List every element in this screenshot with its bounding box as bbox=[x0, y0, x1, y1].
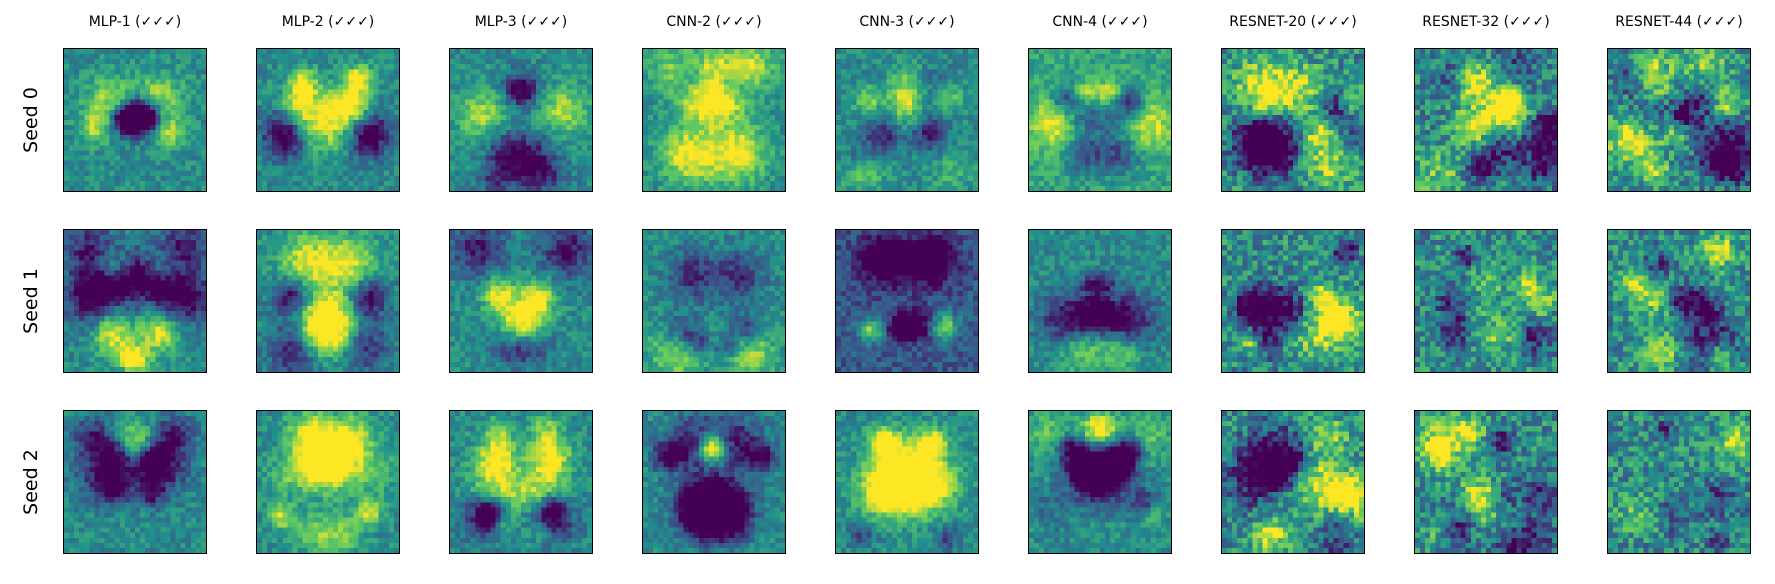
heatmap-panel-mlp-2-seed-1 bbox=[256, 229, 400, 373]
heatmap-image bbox=[1608, 411, 1750, 553]
heatmap-image bbox=[1415, 49, 1557, 191]
heatmap-panel-cnn-3-seed-0 bbox=[835, 48, 979, 192]
heatmap-panel-cnn-4-seed-0 bbox=[1028, 48, 1172, 192]
heatmap-image bbox=[1222, 411, 1364, 553]
column-title-cnn-4: CNN-4 (✓✓✓) bbox=[1000, 14, 1200, 30]
heatmap-image bbox=[643, 49, 785, 191]
column-title-resnet-32: RESNET-32 (✓✓✓) bbox=[1386, 14, 1586, 30]
heatmap-image bbox=[257, 411, 399, 553]
heatmap-image bbox=[64, 411, 206, 553]
heatmap-panel-cnn-3-seed-2 bbox=[835, 410, 979, 554]
column-title-cnn-3: CNN-3 (✓✓✓) bbox=[807, 14, 1007, 30]
heatmap-panel-cnn-4-seed-1 bbox=[1028, 229, 1172, 373]
heatmap-image bbox=[1029, 230, 1171, 372]
heatmap-panel-cnn-4-seed-2 bbox=[1028, 410, 1172, 554]
column-title-mlp-3: MLP-3 (✓✓✓) bbox=[421, 14, 621, 30]
heatmap-image bbox=[1222, 49, 1364, 191]
heatmap-panel-mlp-3-seed-1 bbox=[449, 229, 593, 373]
heatmap-image bbox=[1029, 411, 1171, 553]
heatmap-image bbox=[836, 49, 978, 191]
heatmap-image bbox=[1415, 230, 1557, 372]
heatmap-panel-mlp-3-seed-0 bbox=[449, 48, 593, 192]
heatmap-panel-mlp-1-seed-2 bbox=[63, 410, 207, 554]
heatmap-image bbox=[836, 411, 978, 553]
heatmap-image bbox=[450, 230, 592, 372]
heatmap-panel-resnet-44-seed-2 bbox=[1607, 410, 1751, 554]
heatmap-image bbox=[1222, 230, 1364, 372]
heatmap-panel-mlp-1-seed-1 bbox=[63, 229, 207, 373]
row-label-seed-2-text: Seed 2 bbox=[20, 449, 42, 515]
heatmap-panel-mlp-3-seed-2 bbox=[449, 410, 593, 554]
column-title-cnn-2: CNN-2 (✓✓✓) bbox=[614, 14, 814, 30]
heatmap-image bbox=[1608, 49, 1750, 191]
heatmap-panel-resnet-20-seed-0 bbox=[1221, 48, 1365, 192]
column-title-resnet-20: RESNET-20 (✓✓✓) bbox=[1193, 14, 1393, 30]
heatmap-image bbox=[64, 230, 206, 372]
heatmap-panel-mlp-1-seed-0 bbox=[63, 48, 207, 192]
heatmap-panel-mlp-2-seed-2 bbox=[256, 410, 400, 554]
heatmap-panel-resnet-44-seed-1 bbox=[1607, 229, 1751, 373]
heatmap-panel-resnet-44-seed-0 bbox=[1607, 48, 1751, 192]
column-title-mlp-2: MLP-2 (✓✓✓) bbox=[228, 14, 428, 30]
heatmap-panel-resnet-32-seed-0 bbox=[1414, 48, 1558, 192]
heatmap-image bbox=[450, 411, 592, 553]
column-title-mlp-1: MLP-1 (✓✓✓) bbox=[35, 14, 235, 30]
heatmap-panel-resnet-32-seed-2 bbox=[1414, 410, 1558, 554]
heatmap-image bbox=[1029, 49, 1171, 191]
heatmap-panel-resnet-20-seed-2 bbox=[1221, 410, 1365, 554]
heatmap-panel-cnn-3-seed-1 bbox=[835, 229, 979, 373]
heatmap-panel-resnet-20-seed-1 bbox=[1221, 229, 1365, 373]
column-title-resnet-44: RESNET-44 (✓✓✓) bbox=[1579, 14, 1775, 30]
heatmap-image bbox=[257, 49, 399, 191]
heatmap-image bbox=[643, 230, 785, 372]
heatmap-image bbox=[1415, 411, 1557, 553]
heatmap-image bbox=[64, 49, 206, 191]
heatmap-panel-cnn-2-seed-1 bbox=[642, 229, 786, 373]
heatmap-image bbox=[836, 230, 978, 372]
heatmap-panel-cnn-2-seed-2 bbox=[642, 410, 786, 554]
heatmap-image bbox=[643, 411, 785, 553]
row-label-seed-0-text: Seed 0 bbox=[20, 87, 42, 153]
heatmap-image bbox=[450, 49, 592, 191]
heatmap-image bbox=[1608, 230, 1750, 372]
heatmap-image bbox=[257, 230, 399, 372]
heatmap-panel-resnet-32-seed-1 bbox=[1414, 229, 1558, 373]
row-label-seed-1-text: Seed 1 bbox=[20, 268, 42, 334]
heatmap-panel-cnn-2-seed-0 bbox=[642, 48, 786, 192]
heatmap-panel-mlp-2-seed-0 bbox=[256, 48, 400, 192]
